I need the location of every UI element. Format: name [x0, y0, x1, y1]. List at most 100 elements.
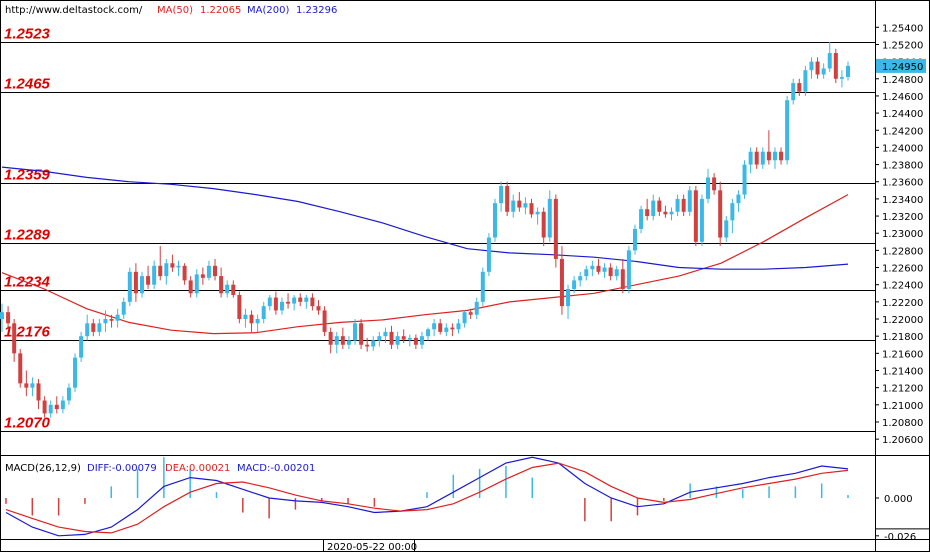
candle-body	[237, 294, 242, 320]
candle-body	[590, 265, 595, 270]
price-tick-label: 1.23200	[882, 212, 923, 223]
candle-body	[353, 323, 358, 341]
candle-body	[66, 387, 71, 401]
candle-body	[639, 209, 644, 229]
ma50-value: 1.22065	[200, 5, 241, 16]
candle-body	[24, 383, 29, 388]
candle-body	[614, 269, 619, 277]
candle-body	[785, 100, 790, 161]
candle-body	[760, 151, 765, 165]
candle-body	[657, 200, 662, 212]
candle-body	[675, 198, 680, 212]
candle-body	[243, 314, 248, 320]
price-tick-label: 1.22200	[882, 298, 923, 309]
candle-body	[395, 336, 400, 345]
price-tick-label: 1.24600	[882, 92, 923, 103]
candle-body	[602, 267, 607, 272]
candle-body	[462, 312, 467, 324]
candle-body	[736, 194, 741, 204]
ma200-line	[1, 166, 849, 270]
candle-body	[596, 265, 601, 272]
candle-body	[833, 53, 838, 79]
candlesticks	[0, 41, 850, 418]
candle-body	[103, 319, 108, 324]
price-axis: 1.254001.252001.250001.248001.246001.244…	[875, 23, 926, 446]
level-label: 1.2465	[4, 76, 51, 93]
candle-body	[200, 274, 205, 278]
level-label: 1.2523	[4, 26, 51, 43]
candle-body	[541, 211, 546, 238]
candle-body	[681, 198, 686, 212]
candle-body	[444, 327, 449, 332]
price-tick-label: 1.21600	[882, 349, 923, 360]
candle-body	[97, 323, 102, 332]
candle-body	[535, 211, 540, 215]
ma200-value: 1.23296	[296, 5, 337, 16]
price-tick-label: 1.24200	[882, 126, 923, 137]
candle-body	[30, 383, 35, 388]
ma50-line	[1, 194, 849, 335]
candle-body	[255, 319, 260, 324]
candle-body	[523, 203, 528, 208]
candle-body	[718, 190, 723, 238]
candle-body	[566, 288, 571, 307]
last-price-tag	[876, 58, 926, 73]
candle-body	[499, 186, 504, 204]
candle-body	[809, 61, 814, 71]
candle-body	[377, 336, 382, 341]
candle-body	[620, 269, 625, 289]
candle-body	[6, 312, 11, 324]
candle-body	[645, 209, 650, 217]
candle-body	[152, 265, 157, 285]
candle-body	[651, 200, 656, 217]
candle-body	[292, 297, 297, 304]
candle-body	[529, 203, 534, 215]
candle-body	[206, 265, 211, 278]
candle-body	[626, 250, 631, 289]
candle-body	[115, 314, 120, 321]
candle-body	[730, 203, 735, 221]
candle-body	[821, 68, 826, 75]
macd-dea-line	[5, 462, 849, 534]
candle-body	[438, 323, 443, 332]
candle-body	[724, 220, 729, 238]
macd-tick-label: 0.000	[884, 494, 913, 505]
candle-body	[706, 177, 711, 199]
support-resistance-levels: 1.25231.24651.23591.22891.22341.21761.20…	[0, 26, 875, 432]
candle-body	[164, 263, 169, 277]
price-tick-label: 1.23600	[882, 178, 923, 189]
candle-body	[608, 267, 613, 277]
candle-body	[803, 70, 808, 92]
price-tick-label: 1.23000	[882, 229, 923, 240]
candle-body	[304, 297, 309, 302]
candle-body	[127, 271, 132, 302]
candle-body	[492, 203, 497, 238]
candle-body	[158, 265, 163, 277]
candle-body	[18, 353, 23, 384]
candle-body	[553, 198, 558, 259]
candle-body	[578, 276, 583, 281]
candle-body	[273, 297, 278, 311]
candle-body	[316, 306, 321, 311]
price-tick-label: 1.22800	[882, 246, 923, 257]
candle-body	[766, 151, 771, 161]
candle-body	[547, 198, 552, 238]
moving-averages	[1, 166, 849, 335]
candle-body	[346, 340, 351, 345]
candle-body	[632, 228, 637, 251]
candle-body	[359, 323, 364, 345]
candle-body	[407, 337, 412, 340]
price-tick-label: 1.24400	[882, 109, 923, 120]
candle-body	[36, 383, 41, 401]
candle-body	[559, 258, 564, 307]
candle-body	[486, 237, 491, 272]
candle-body	[139, 276, 144, 294]
price-tick-label: 1.21200	[882, 384, 923, 395]
candle-body	[712, 177, 717, 191]
ma200-label: MA(200)	[247, 5, 289, 16]
site-url[interactable]: http://www.deltastock.com/	[5, 5, 143, 16]
candle-body	[371, 340, 376, 347]
candle-body	[85, 323, 90, 337]
price-tick-label: 1.21400	[882, 366, 923, 377]
macd-diff: DIFF:-0.00079	[87, 463, 157, 474]
